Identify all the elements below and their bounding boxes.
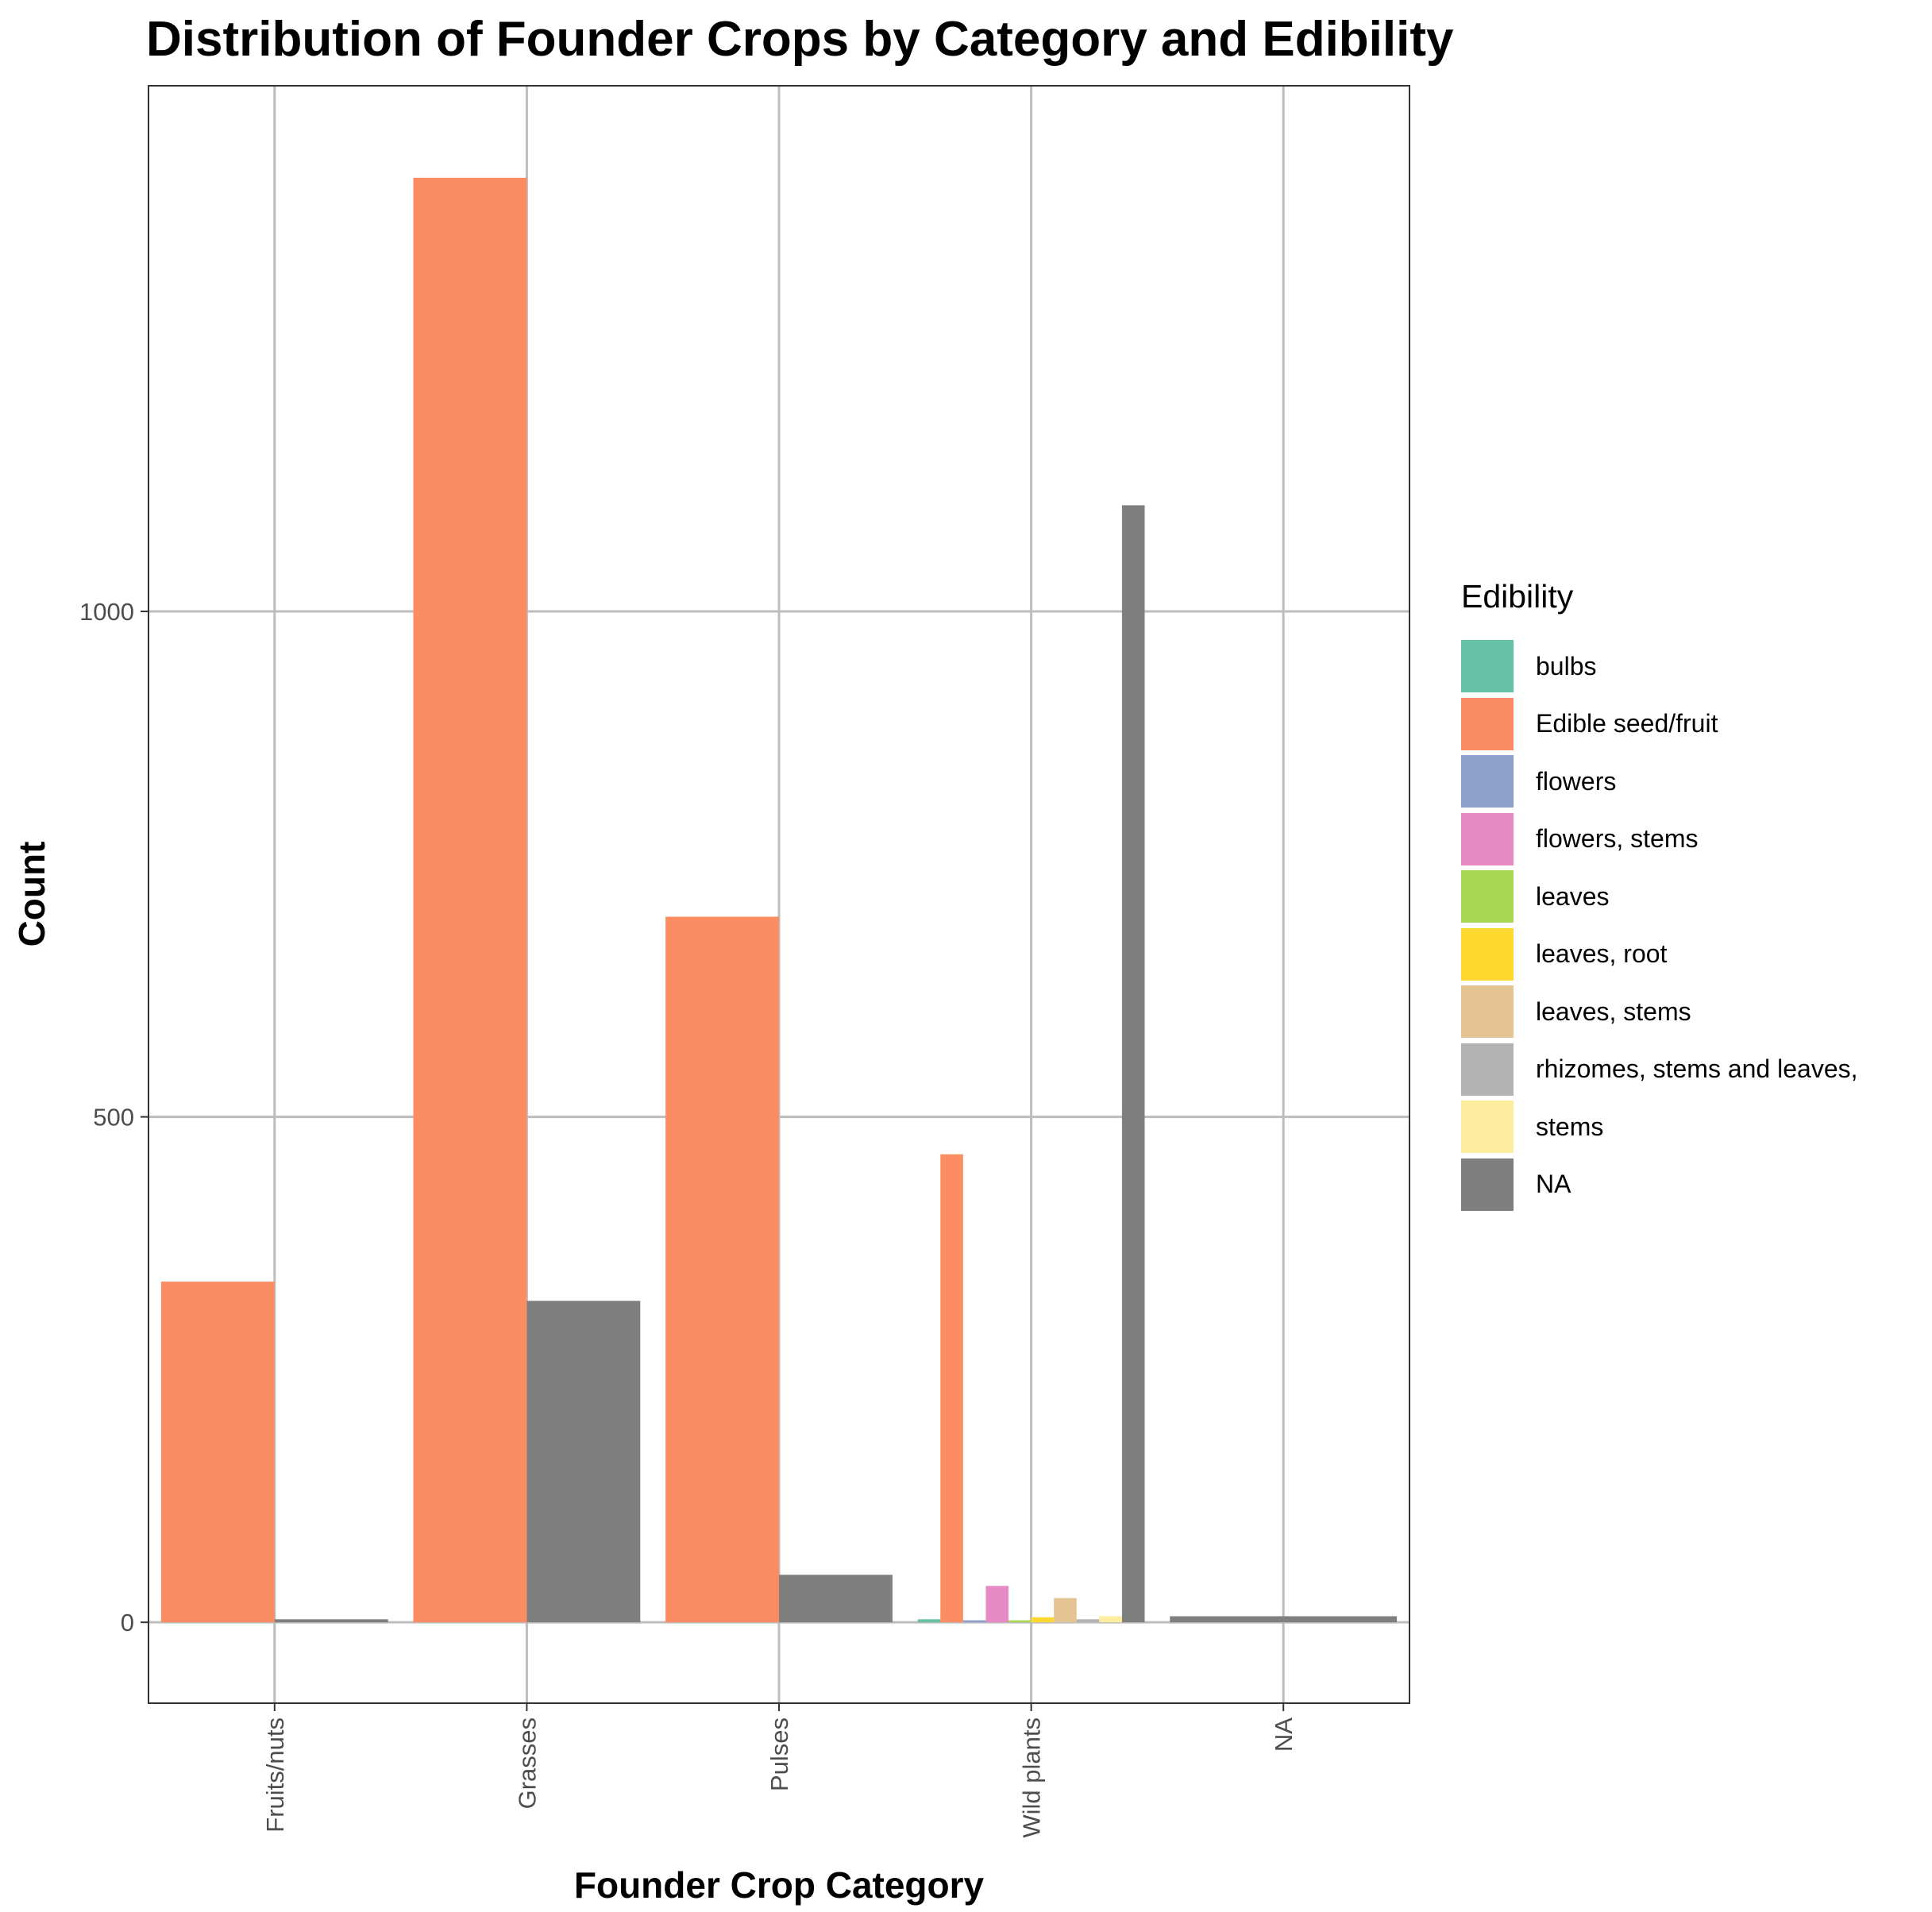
legend-key	[1461, 755, 1514, 808]
legend-key	[1461, 870, 1514, 923]
legend-label: leaves	[1536, 881, 1610, 911]
bar	[1099, 1616, 1122, 1623]
bar	[1054, 1598, 1077, 1623]
legend-item: bulbs	[1461, 638, 1858, 696]
bar	[985, 1586, 1009, 1623]
legend-key	[1461, 640, 1514, 693]
legend-title: Edibility	[1461, 578, 1574, 615]
bar	[160, 1282, 275, 1623]
bar	[665, 916, 779, 1623]
x-tick-label: Wild plants	[1018, 1717, 1046, 1838]
x-tick-label: Grasses	[513, 1717, 541, 1809]
legend-label: stems	[1536, 1112, 1604, 1141]
legend-item: flowers, stems	[1461, 811, 1858, 869]
legend-key	[1461, 927, 1514, 981]
legend-label: bulbs	[1536, 651, 1597, 680]
legend-item: rhizomes, stems and leaves,	[1461, 1041, 1858, 1099]
legend: Edibility bulbs Edible seed/fruit flowers f…	[1461, 578, 1858, 1213]
legend-item: leaves	[1461, 868, 1858, 926]
legend-item: leaves, root	[1461, 926, 1858, 984]
legend-item: flowers	[1461, 753, 1858, 811]
bar	[274, 1619, 388, 1623]
bar	[1008, 1620, 1032, 1623]
legend-key	[1461, 985, 1514, 1039]
x-tick-label: Fruits/nuts	[261, 1717, 289, 1833]
legend-item: leaves, stems	[1461, 983, 1858, 1041]
y-tick-label: 500	[93, 1104, 134, 1131]
bar	[1170, 1616, 1398, 1623]
legend-key	[1461, 812, 1514, 865]
axis-ticks: 0 500 1000 Fruits/nuts Grasses Pulses Wild pla…	[79, 598, 1298, 1838]
legend-label: leaves, root	[1536, 939, 1668, 969]
bar	[779, 1575, 893, 1623]
bar	[1031, 1617, 1055, 1623]
legend-label: rhizomes, stems and leaves,	[1536, 1054, 1858, 1084]
legend-key	[1461, 697, 1514, 750]
y-tick-label: 0	[121, 1609, 134, 1636]
bar	[526, 1301, 641, 1623]
chart-title: Distribution of Founder Crops by Categor…	[146, 12, 1454, 67]
y-tick-label: 1000	[79, 598, 134, 626]
legend-key	[1461, 1043, 1514, 1096]
bar	[940, 1154, 963, 1623]
bar	[1076, 1619, 1100, 1623]
legend-key	[1461, 1158, 1514, 1211]
bar	[413, 177, 527, 1623]
legend-item: stems	[1461, 1098, 1858, 1156]
legend-item: NA	[1461, 1156, 1858, 1214]
bar	[1121, 505, 1145, 1623]
bar	[917, 1619, 941, 1623]
legend-label: flowers	[1536, 766, 1617, 796]
legend-item: Edible seed/fruit	[1461, 696, 1858, 754]
legend-key	[1461, 1101, 1514, 1154]
legend-label: flowers, stems	[1536, 824, 1699, 854]
legend-items: bulbs Edible seed/fruit flowers flowers, st…	[1461, 638, 1858, 1213]
legend-label: Edible seed/fruit	[1536, 709, 1718, 738]
legend-label: NA	[1536, 1170, 1571, 1199]
bar	[962, 1620, 986, 1623]
x-axis-title: Founder Crop Category	[574, 1864, 985, 1906]
x-tick-label: Pulses	[765, 1717, 793, 1791]
x-tick-label: NA	[1270, 1717, 1298, 1752]
y-axis-title: Count	[11, 842, 52, 947]
legend-label: leaves, stems	[1536, 996, 1691, 1026]
bars	[160, 177, 1398, 1623]
